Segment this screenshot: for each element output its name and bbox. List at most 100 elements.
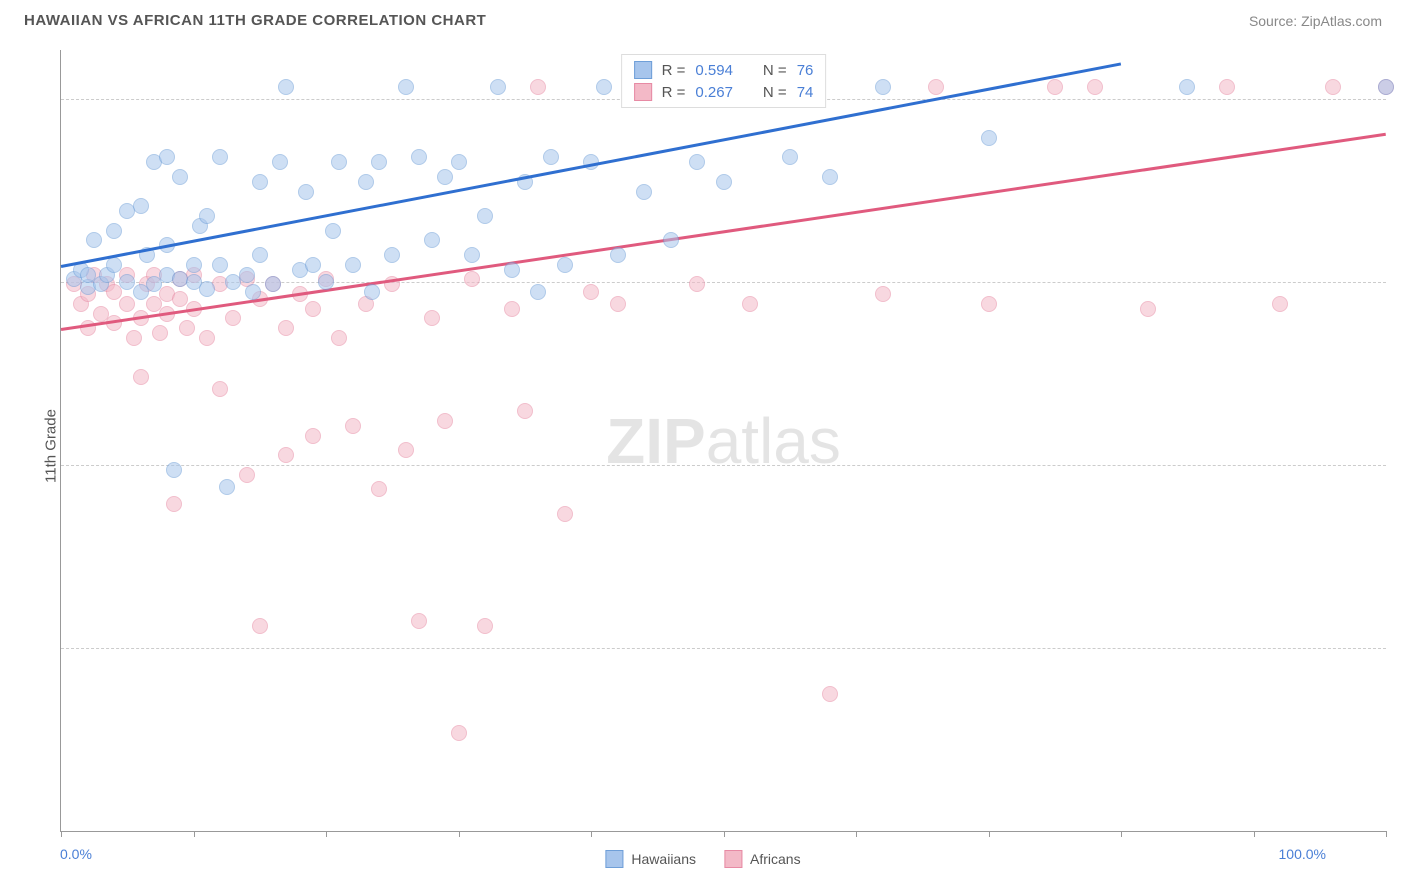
gridline: [61, 282, 1386, 283]
hawaiians-point: [822, 169, 838, 185]
africans-point: [610, 296, 626, 312]
africans-point: [557, 506, 573, 522]
hawaiians-point: [477, 208, 493, 224]
africans-point: [928, 79, 944, 95]
hawaiians-point: [199, 208, 215, 224]
africans-point: [411, 613, 427, 629]
swatch-africans-icon: [634, 83, 652, 101]
hawaiians-point: [252, 174, 268, 190]
africans-trendline: [61, 133, 1386, 331]
hawaiians-point: [981, 130, 997, 146]
legend-row-hawaiians: R = 0.594 N = 76: [634, 61, 814, 79]
hawaiians-point: [325, 223, 341, 239]
africans-point: [278, 320, 294, 336]
africans-point: [1272, 296, 1288, 312]
x-tick: [61, 831, 62, 837]
watermark: ZIPatlas: [606, 404, 841, 478]
africans-point: [477, 618, 493, 634]
hawaiians-point: [106, 257, 122, 273]
africans-point: [152, 325, 168, 341]
hawaiians-point: [265, 276, 281, 292]
africans-point: [437, 413, 453, 429]
hawaiians-point: [318, 274, 334, 290]
x-tick: [591, 831, 592, 837]
africans-point: [345, 418, 361, 434]
africans-point: [119, 296, 135, 312]
africans-point: [504, 301, 520, 317]
hawaiians-point: [252, 247, 268, 263]
x-tick: [1121, 831, 1122, 837]
y-tick-label: 92.5%: [1396, 274, 1406, 290]
hawaiians-point: [716, 174, 732, 190]
x-max-label: 100.0%: [1279, 846, 1326, 862]
africans-point: [1219, 79, 1235, 95]
hawaiians-point: [384, 247, 400, 263]
hawaiians-point: [490, 79, 506, 95]
x-tick: [459, 831, 460, 837]
africans-point: [822, 686, 838, 702]
hawaiians-point: [1378, 79, 1394, 95]
x-tick: [856, 831, 857, 837]
hawaiians-point: [199, 281, 215, 297]
hawaiians-point: [219, 479, 235, 495]
africans-point: [742, 296, 758, 312]
x-tick: [326, 831, 327, 837]
chart-area: ZIPatlas R = 0.594 N = 76 R = 0.267 N = …: [60, 50, 1386, 832]
hawaiians-point: [305, 257, 321, 273]
hawaiians-point: [411, 149, 427, 165]
hawaiians-point: [875, 79, 891, 95]
chart-source: Source: ZipAtlas.com: [1249, 13, 1382, 29]
hawaiians-point: [504, 262, 520, 278]
hawaiians-point: [133, 198, 149, 214]
africans-point: [689, 276, 705, 292]
hawaiians-point: [1179, 79, 1195, 95]
africans-point: [166, 496, 182, 512]
hawaiians-point: [451, 154, 467, 170]
legend-label-hawaiians: Hawaiians: [631, 851, 696, 867]
correlation-legend: R = 0.594 N = 76 R = 0.267 N = 74: [621, 54, 827, 108]
swatch-hawaiians-icon: [634, 61, 652, 79]
hawaiians-point: [278, 79, 294, 95]
hawaiians-point: [212, 149, 228, 165]
hawaiians-point: [159, 149, 175, 165]
gridline: [61, 465, 1386, 466]
hawaiians-point: [239, 267, 255, 283]
swatch-hawaiians-icon: [605, 850, 623, 868]
hawaiians-point: [86, 232, 102, 248]
africans-point: [199, 330, 215, 346]
africans-point: [133, 369, 149, 385]
x-tick: [194, 831, 195, 837]
africans-point: [331, 330, 347, 346]
africans-point: [1047, 79, 1063, 95]
africans-point: [278, 447, 294, 463]
hawaiians-point: [106, 223, 122, 239]
africans-point: [305, 428, 321, 444]
hawaiians-point: [166, 462, 182, 478]
hawaiians-point: [437, 169, 453, 185]
legend-item-hawaiians: Hawaiians: [605, 850, 696, 868]
africans-point: [530, 79, 546, 95]
hawaiians-point: [530, 284, 546, 300]
x-tick: [1386, 831, 1387, 837]
legend-label-africans: Africans: [750, 851, 801, 867]
hawaiians-point: [543, 149, 559, 165]
y-tick-label: 85.0%: [1396, 457, 1406, 473]
africans-point: [252, 618, 268, 634]
hawaiians-point: [424, 232, 440, 248]
plot-region: ZIPatlas R = 0.594 N = 76 R = 0.267 N = …: [60, 50, 1386, 832]
africans-point: [179, 320, 195, 336]
y-tick-label: 100.0%: [1396, 91, 1406, 107]
swatch-africans-icon: [724, 850, 742, 868]
x-min-label: 0.0%: [60, 846, 92, 862]
x-tick: [724, 831, 725, 837]
hawaiians-point: [398, 79, 414, 95]
africans-point: [398, 442, 414, 458]
africans-point: [875, 286, 891, 302]
hawaiians-point: [298, 184, 314, 200]
hawaiians-point: [364, 284, 380, 300]
legend-item-africans: Africans: [724, 850, 801, 868]
hawaiians-point: [331, 154, 347, 170]
hawaiians-point: [464, 247, 480, 263]
africans-point: [1140, 301, 1156, 317]
y-tick-label: 77.5%: [1396, 640, 1406, 656]
